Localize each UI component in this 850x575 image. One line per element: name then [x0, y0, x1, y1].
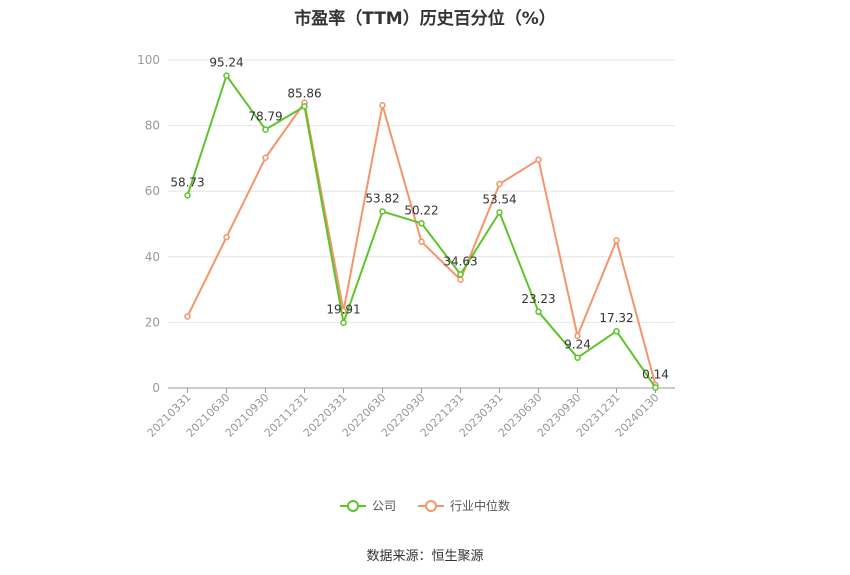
series-point-0 [418, 220, 425, 227]
y-tick-label: 20 [145, 315, 160, 329]
chart-legend: 公司 行业中位数 [0, 497, 850, 514]
series-point-1 [535, 156, 542, 163]
series-point-0 [262, 126, 269, 133]
data-label: 19.91 [326, 303, 360, 317]
series-point-0 [652, 384, 659, 391]
data-label: 9.24 [564, 338, 591, 352]
series-point-1 [262, 154, 269, 161]
legend-company-label: 公司 [371, 499, 396, 513]
series-point-1 [184, 313, 191, 320]
data-label: 95.24 [209, 56, 243, 70]
y-tick-label: 40 [145, 250, 160, 264]
series-point-0 [379, 208, 386, 215]
data-source: 数据来源：恒生聚源 [366, 549, 484, 564]
series-point-0 [184, 192, 191, 199]
series-point-1 [574, 332, 581, 340]
data-label: 23.23 [521, 292, 555, 306]
series-point-0 [340, 319, 347, 326]
series-point-0 [301, 103, 308, 110]
legend-item-company[interactable]: 公司 [339, 497, 396, 514]
data-label: 50.22 [404, 203, 438, 217]
data-label: 78.79 [248, 110, 282, 124]
series-point-1 [613, 237, 620, 244]
series-point-1 [223, 233, 230, 241]
y-tick-label: 0 [152, 381, 160, 395]
series-point-1 [379, 102, 386, 109]
chart-title: 市盈率（TTM）历史百分位（%） [294, 9, 556, 29]
series-point-0 [535, 308, 542, 316]
y-tick-label: 100 [137, 53, 160, 67]
series-point-1 [457, 276, 464, 284]
legend-industry-marker-icon [418, 499, 444, 513]
legend-industry-median-label: 行业中位数 [450, 499, 511, 513]
series-point-0 [496, 209, 503, 216]
series-point-1 [496, 180, 503, 188]
y-tick-label: 60 [145, 184, 160, 198]
y-tick-label: 80 [145, 119, 160, 133]
data-label: 0.14 [642, 368, 669, 382]
data-label: 34.63 [443, 254, 477, 268]
series-point-0 [613, 327, 620, 335]
legend-item-industry-median[interactable]: 行业中位数 [418, 497, 510, 514]
series-point-0 [574, 354, 581, 361]
data-label: 53.82 [365, 191, 399, 205]
data-label: 53.54 [482, 192, 516, 206]
series-point-0 [223, 72, 230, 79]
series-point-1 [418, 238, 425, 245]
data-label: 17.32 [599, 311, 633, 325]
data-label: 58.73 [170, 175, 204, 189]
data-label: 85.86 [287, 86, 321, 100]
legend-company-marker-icon [339, 499, 366, 513]
series-point-0 [457, 271, 464, 278]
